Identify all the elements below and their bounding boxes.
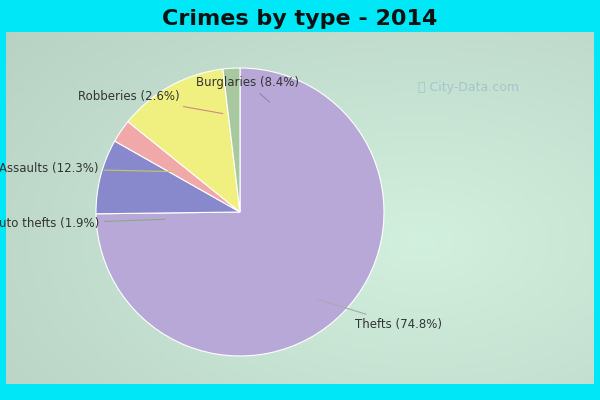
Text: Auto thefts (1.9%): Auto thefts (1.9%) (0, 217, 165, 230)
Wedge shape (115, 122, 240, 212)
Text: ⓘ City-Data.com: ⓘ City-Data.com (418, 82, 518, 94)
Text: Crimes by type - 2014: Crimes by type - 2014 (163, 8, 437, 28)
Wedge shape (96, 141, 240, 214)
Wedge shape (223, 68, 240, 212)
Text: Assaults (12.3%): Assaults (12.3%) (0, 162, 172, 175)
Wedge shape (128, 69, 240, 212)
Wedge shape (96, 68, 384, 356)
Text: Burglaries (8.4%): Burglaries (8.4%) (196, 76, 299, 102)
Text: Thefts (74.8%): Thefts (74.8%) (317, 299, 442, 331)
Text: Robberies (2.6%): Robberies (2.6%) (78, 90, 223, 114)
